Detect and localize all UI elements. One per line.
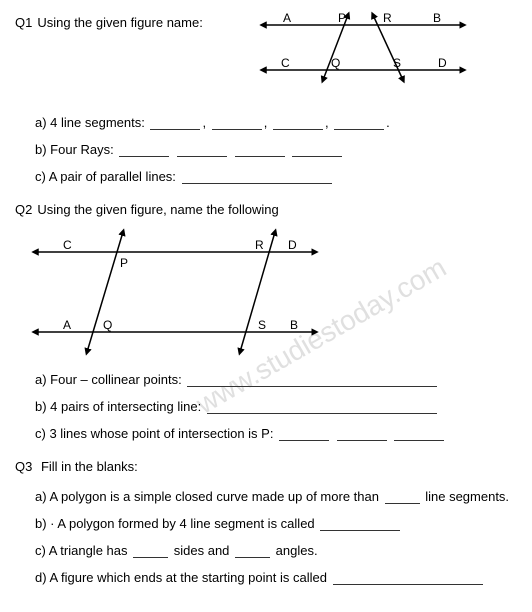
worksheet-content: Q1 Using the given figure name: A P — [15, 15, 517, 585]
q1-a: a) 4 line segments: , , , . — [35, 115, 517, 130]
blank — [235, 156, 285, 157]
blank — [337, 440, 387, 441]
q3-b-text: b) · A polygon formed by 4 line segment … — [35, 516, 315, 531]
q2-a-text: a) Four – collinear points: — [35, 372, 182, 387]
fig2-label-d: D — [288, 238, 297, 252]
blank — [177, 156, 227, 157]
blank — [320, 530, 400, 531]
q3-c-after: angles. — [276, 543, 318, 558]
q3-a-before: a) A polygon is a simple closed curve ma… — [35, 489, 379, 504]
q1-label: Q1 — [15, 15, 32, 30]
q1-header: Q1 Using the given figure name: A P — [15, 15, 517, 100]
q2-header: Q2 Using the given figure, name the follo… — [15, 202, 517, 217]
blank — [150, 129, 200, 130]
q2-c-text: c) 3 lines whose point of intersection i… — [35, 426, 273, 441]
q2-figure: C P R D A Q S B — [15, 227, 517, 357]
q2-section: Q2 Using the given figure, name the follo… — [15, 202, 517, 441]
q3-a: a) A polygon is a simple closed curve ma… — [35, 489, 517, 504]
q2-text: Using the given figure, name the followi… — [37, 202, 278, 217]
q3-label: Q3 — [15, 459, 32, 474]
q2-b-text: b) 4 pairs of intersecting line: — [35, 399, 201, 414]
q2-a: a) Four – collinear points: — [35, 372, 517, 387]
q3-c-mid: sides and — [174, 543, 230, 558]
fig2-label-s: S — [258, 318, 266, 332]
q3-c-before: c) A triangle has — [35, 543, 128, 558]
fig1-label-a: A — [283, 11, 291, 25]
fig2-label-q: Q — [103, 318, 112, 332]
blank — [279, 440, 329, 441]
q3-text: Fill in the blanks: — [41, 459, 138, 474]
blank — [182, 183, 332, 184]
fig1-label-q: Q — [331, 56, 340, 70]
q2-c: c) 3 lines whose point of intersection i… — [35, 426, 517, 441]
fig1-label-c: C — [281, 56, 290, 70]
fig2-label-b: B — [290, 318, 298, 332]
fig1-label-p: P — [338, 11, 346, 25]
q3-header: Q3 Fill in the blanks: — [15, 459, 517, 474]
fig1-label-b: B — [433, 11, 441, 25]
q3-a-after: line segments. — [425, 489, 509, 504]
q3-section: Q3 Fill in the blanks: a) A polygon is a… — [15, 459, 517, 585]
q1-a-text: a) 4 line segments: — [35, 115, 145, 130]
blank — [385, 503, 420, 504]
fig1-label-d: D — [438, 56, 447, 70]
blank — [273, 129, 323, 130]
fig2-label-p: P — [120, 256, 128, 270]
q1-c-text: c) A pair of parallel lines: — [35, 169, 176, 184]
q3-d: d) A figure which ends at the starting p… — [35, 570, 517, 585]
q2-b: b) 4 pairs of intersecting line: — [35, 399, 517, 414]
blank — [119, 156, 169, 157]
q1-c: c) A pair of parallel lines: — [35, 169, 517, 184]
q3-d-text: d) A figure which ends at the starting p… — [35, 570, 327, 585]
blank — [334, 129, 384, 130]
fig2-label-a: A — [63, 318, 71, 332]
blank — [207, 413, 437, 414]
fig2-label-r: R — [255, 238, 264, 252]
q3-subitems: a) A polygon is a simple closed curve ma… — [35, 489, 517, 585]
q1-figure: A P R B C Q S D — [253, 10, 473, 100]
blank — [292, 156, 342, 157]
blank — [394, 440, 444, 441]
q1-b-text: b) Four Rays: — [35, 142, 114, 157]
blank — [235, 557, 270, 558]
fig1-label-s: S — [393, 56, 401, 70]
fig1-label-r: R — [383, 11, 392, 25]
blank — [133, 557, 168, 558]
q3-c: c) A triangle has sides and angles. — [35, 543, 517, 558]
q2-label: Q2 — [15, 202, 32, 217]
q1-subitems: a) 4 line segments: , , , . b) Four Rays… — [35, 115, 517, 184]
fig2-label-c: C — [63, 238, 72, 252]
q3-b: b) · A polygon formed by 4 line segment … — [35, 516, 517, 531]
blank — [212, 129, 262, 130]
q1-b: b) Four Rays: — [35, 142, 517, 157]
q2-subitems: a) Four – collinear points: b) 4 pairs o… — [35, 372, 517, 441]
q1-text: Using the given figure name: — [37, 15, 202, 30]
blank — [187, 386, 437, 387]
